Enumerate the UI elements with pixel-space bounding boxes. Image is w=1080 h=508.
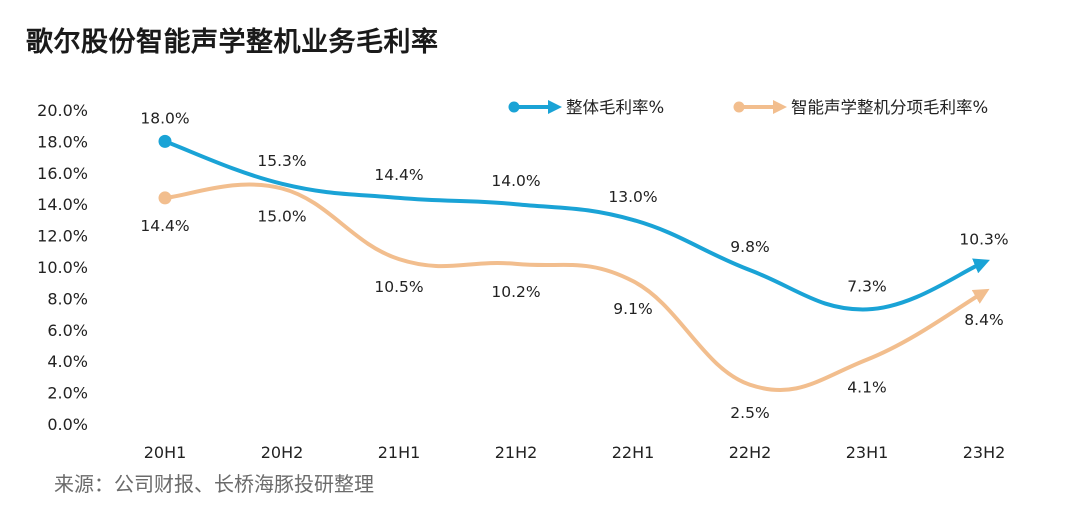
data-label: 8.4% [964, 311, 1003, 329]
legend-swatch-dot [509, 102, 520, 113]
x-tick-label: 22H2 [729, 443, 772, 462]
legend-item: 智能声学整机分项毛利率% [734, 98, 989, 117]
x-tick-label: 21H2 [495, 443, 538, 462]
data-label: 2.5% [730, 404, 769, 422]
data-label: 13.0% [608, 188, 657, 206]
data-label: 7.3% [847, 277, 886, 295]
legend-swatch-arrow [548, 100, 562, 114]
data-label: 18.0% [140, 109, 189, 127]
data-label: 10.3% [959, 230, 1008, 248]
x-tick-label: 22H1 [612, 443, 655, 462]
data-label: 9.8% [730, 238, 769, 256]
y-tick-label: 14.0% [37, 195, 88, 214]
x-tick-label: 23H2 [963, 443, 1006, 462]
series-start-point [159, 135, 172, 148]
data-label: 15.3% [257, 152, 306, 170]
data-label: 14.4% [374, 166, 423, 184]
legend-label: 整体毛利率% [566, 98, 664, 117]
x-tick-label: 20H1 [144, 443, 187, 462]
legend-label: 智能声学整机分项毛利率% [791, 98, 988, 117]
y-tick-label: 16.0% [37, 164, 88, 183]
x-tick-label: 20H2 [261, 443, 304, 462]
data-label: 4.1% [847, 379, 886, 397]
y-tick-label: 4.0% [47, 352, 88, 371]
x-tick-label: 23H1 [846, 443, 889, 462]
y-tick-label: 20.0% [37, 101, 88, 120]
y-tick-label: 0.0% [47, 415, 88, 434]
legend-item: 整体毛利率% [509, 98, 665, 117]
y-tick-label: 2.0% [47, 384, 88, 403]
y-tick-label: 6.0% [47, 321, 88, 340]
x-axis: 20H1 20H2 21H1 21H2 22H1 22H2 23H1 23H2 [144, 443, 1006, 462]
data-label: 10.2% [491, 283, 540, 301]
series-start-point [159, 191, 172, 204]
data-label: 14.4% [140, 217, 189, 235]
y-axis: 0.0% 2.0% 4.0% 6.0% 8.0% 10.0% 12.0% 14.0% 16.0%… [37, 101, 88, 434]
data-label: 9.1% [613, 300, 652, 318]
series-layer: 14.4% 15.0% 10.5% 10.2% 9.1% 2.5% 4.1% 8.4% 18.0… [140, 109, 1008, 421]
legend-swatch-dot [734, 102, 745, 113]
legend: 整体毛利率% 智能声学整机分项毛利率% [509, 98, 989, 117]
source-note: 来源：公司财报、长桥海豚投研整理 [54, 468, 374, 497]
y-tick-label: 12.0% [37, 227, 88, 246]
series-1: 14.4% 15.0% 10.5% 10.2% 9.1% 2.5% 4.1% 8.4% [140, 185, 1003, 422]
y-tick-label: 18.0% [37, 132, 88, 151]
legend-swatch-arrow [773, 100, 787, 114]
x-tick-label: 21H1 [378, 443, 421, 462]
y-tick-label: 10.0% [37, 258, 88, 277]
data-label: 15.0% [257, 208, 306, 226]
data-label: 14.0% [491, 172, 540, 190]
y-tick-label: 8.0% [47, 289, 88, 308]
data-label: 10.5% [374, 278, 423, 296]
